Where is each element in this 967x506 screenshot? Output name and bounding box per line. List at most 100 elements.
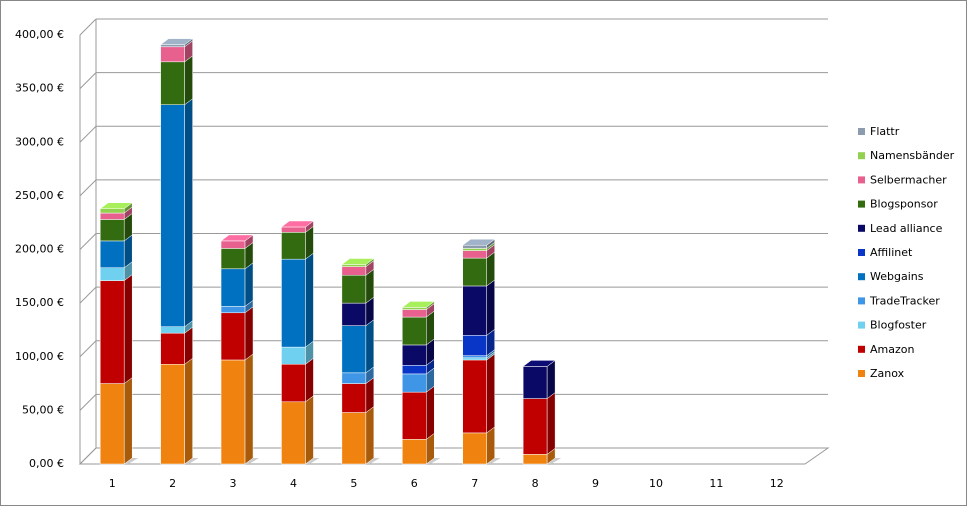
bar-side — [426, 385, 435, 440]
bar-front — [281, 232, 306, 260]
bar-segment — [462, 426, 495, 465]
bar-segment — [462, 251, 495, 287]
legend-label: Webgains — [870, 270, 924, 283]
bar-front — [462, 359, 487, 434]
bar-front — [402, 391, 427, 440]
bar-segment — [402, 432, 435, 465]
bar-segment — [160, 98, 193, 328]
bar-segment — [220, 262, 254, 307]
bar-side — [184, 98, 193, 328]
grid-line — [79, 72, 828, 89]
legend-swatch — [858, 200, 865, 208]
grid-line — [79, 447, 828, 465]
x-tick-label: 8 — [532, 477, 539, 490]
grid-line — [79, 393, 828, 411]
bar-front — [522, 398, 548, 455]
y-tick-label: 300,00 € — [15, 135, 64, 148]
y-tick-label: 100,00 € — [15, 350, 64, 363]
bar-front — [341, 264, 367, 267]
bar-top — [401, 301, 436, 308]
legend-label: Flattr — [870, 125, 900, 138]
bar-side — [123, 377, 133, 465]
legend-swatch — [858, 224, 865, 232]
x-tick-label: 2 — [169, 477, 176, 490]
x-tick-label: 9 — [592, 477, 599, 490]
bar-front — [99, 267, 125, 281]
bar-side — [305, 252, 314, 348]
bar-front — [281, 346, 306, 365]
grid-line — [79, 18, 828, 36]
y-tick-label: 200,00 € — [15, 243, 64, 256]
legend-swatch — [858, 321, 865, 329]
grid-side — [79, 18, 97, 36]
grid-line — [79, 340, 828, 358]
bar-front — [160, 46, 185, 63]
bar-front — [99, 280, 125, 384]
grid-side — [79, 286, 97, 304]
bar-side — [486, 279, 495, 336]
grid-line — [79, 233, 828, 250]
bar-front — [160, 104, 185, 327]
bar-front — [522, 366, 548, 399]
bar-segment — [99, 202, 133, 214]
legend-label: Affilinet — [870, 246, 913, 259]
bar-segment — [99, 234, 133, 269]
bar-front — [402, 344, 427, 366]
bar-segment — [281, 357, 314, 403]
bar-front — [220, 359, 246, 465]
grid-line — [79, 125, 828, 143]
bar-front — [160, 44, 185, 48]
bar-segment — [99, 377, 133, 465]
y-tick-label: 400,00 € — [15, 28, 64, 41]
bar-segment — [160, 55, 193, 106]
bar-front — [402, 373, 427, 393]
bar-side — [244, 353, 254, 465]
bar-front — [462, 357, 487, 361]
y-tick-label: 0,00 € — [29, 457, 64, 470]
bar-side — [244, 262, 254, 307]
bar-side — [365, 406, 375, 465]
bar-front — [462, 248, 487, 251]
bar-side — [184, 55, 193, 106]
bar-segment — [160, 326, 193, 365]
bar-front — [462, 335, 487, 356]
bar-front — [462, 355, 487, 359]
y-tick-label: 50,00 € — [22, 403, 64, 416]
legend-swatch — [858, 176, 865, 184]
bar-front — [402, 439, 427, 465]
bar-front — [462, 432, 487, 465]
bar-front — [341, 383, 367, 413]
x-tick-label: 7 — [471, 477, 478, 490]
legend-label: TradeTracker — [869, 294, 940, 307]
y-tick-label: 150,00 € — [15, 296, 64, 309]
bar-segment — [402, 385, 435, 440]
grid-side — [79, 233, 97, 250]
x-tick-label: 4 — [290, 477, 297, 490]
bar-front — [160, 61, 185, 105]
bar-top — [461, 238, 496, 246]
legend-swatch — [858, 297, 865, 305]
bar-top — [220, 234, 254, 242]
bar-front — [341, 274, 367, 304]
grid-side — [79, 125, 97, 143]
bar-side — [486, 353, 495, 434]
bar-segment — [281, 395, 314, 465]
bar-front — [99, 208, 125, 214]
bar-side — [486, 426, 495, 465]
bar-side — [305, 357, 314, 403]
grid-side — [79, 340, 97, 358]
legend-swatch — [858, 249, 865, 256]
bar-top — [280, 220, 315, 228]
bar-segment — [160, 357, 193, 465]
grid-line — [79, 179, 828, 197]
x-tick-label: 5 — [350, 477, 357, 490]
legend-label: Lead alliance — [870, 222, 943, 235]
x-tick-label: 11 — [709, 477, 723, 490]
grid-side — [79, 447, 97, 465]
y-tick-label: 350,00 € — [15, 82, 64, 95]
bar-segment — [281, 252, 314, 348]
bar-segment — [159, 38, 194, 48]
bar-segment — [341, 406, 375, 465]
bar-segment — [281, 225, 314, 260]
